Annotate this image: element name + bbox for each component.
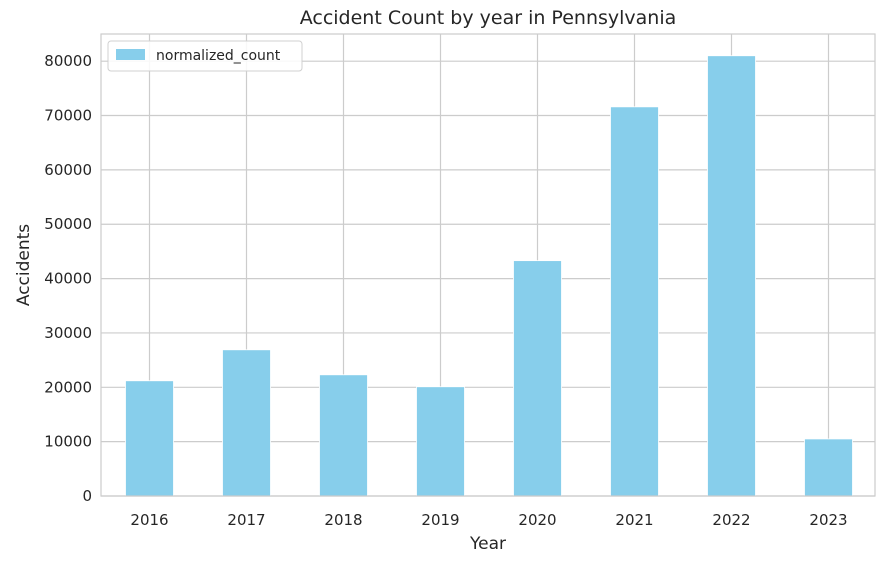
y-tick-label: 10000 <box>44 433 92 451</box>
x-tick-label: 2018 <box>324 511 362 529</box>
bar-2021 <box>610 106 659 497</box>
legend-label: normalized_count <box>156 48 281 64</box>
legend-box <box>107 40 303 72</box>
legend: normalized_count <box>107 40 303 72</box>
bar-2018 <box>319 374 368 497</box>
y-tick-label: 80000 <box>44 52 92 70</box>
y-tick-label: 60000 <box>44 161 92 179</box>
y-tick-label: 30000 <box>44 324 92 342</box>
plot-frame <box>100 33 876 497</box>
x-tick-label: 2023 <box>809 511 847 529</box>
x-tick-label: 2020 <box>518 511 556 529</box>
x-tick-label: 2016 <box>130 511 168 529</box>
x-tick-label: 2021 <box>615 511 653 529</box>
x-tick-label: 2019 <box>421 511 459 529</box>
y-axis-label: Accidents <box>14 224 34 306</box>
x-tick-label: 2022 <box>712 511 750 529</box>
bar-2019 <box>416 386 465 497</box>
bar-2017 <box>222 349 271 497</box>
plot-background <box>101 34 875 496</box>
bar-2016 <box>125 380 174 497</box>
bar-2023 <box>804 438 853 497</box>
bar-2022 <box>707 55 756 497</box>
bars <box>125 55 853 497</box>
y-tick-label: 50000 <box>44 215 92 233</box>
x-tick-labels: 2016 2017 2018 2019 2020 2021 2022 2023 <box>130 511 847 529</box>
y-tick-label: 20000 <box>44 378 92 396</box>
y-tick-label: 0 <box>82 487 92 505</box>
x-tick-label: 2017 <box>227 511 265 529</box>
legend-swatch <box>116 49 145 60</box>
y-tick-label: 40000 <box>44 270 92 288</box>
y-tick-labels: 0 10000 20000 30000 40000 50000 60000 70000 8000… <box>44 52 92 505</box>
bar-2020 <box>513 260 562 497</box>
x-axis-label: Year <box>469 534 506 554</box>
chart-title: Accident Count by year in Pennsylvania <box>300 7 677 29</box>
y-tick-label: 70000 <box>44 107 92 125</box>
